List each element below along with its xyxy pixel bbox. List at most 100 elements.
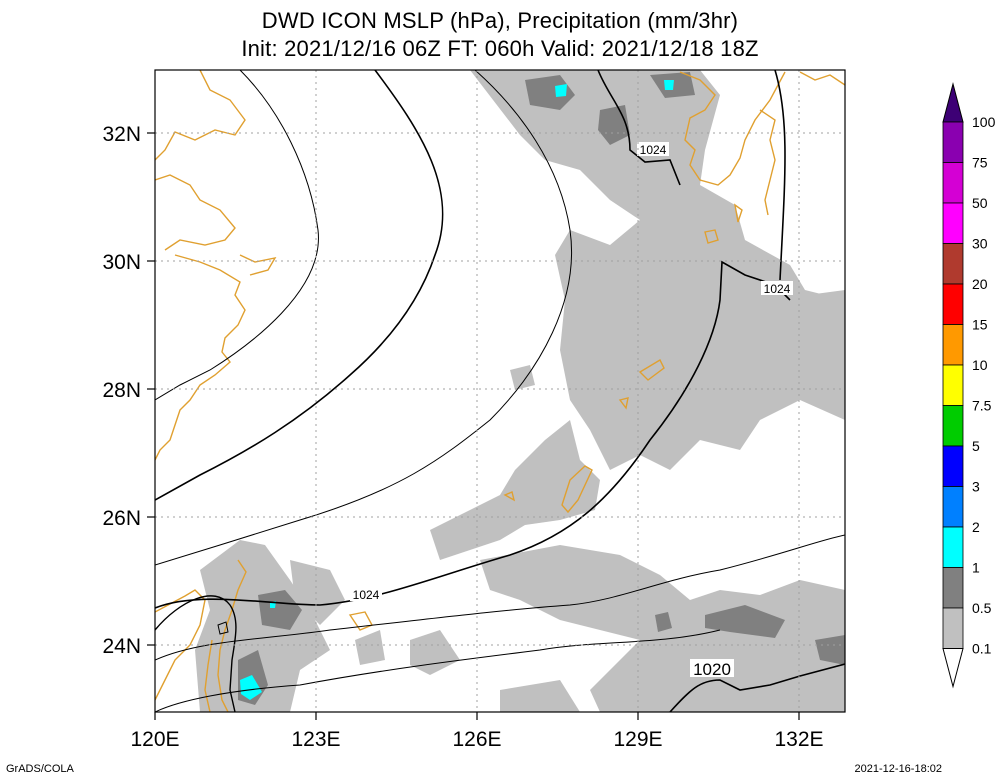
colorbar-segment	[942, 243, 964, 285]
contour-label-1024-north: 1024	[640, 143, 667, 157]
colorbar-segment	[942, 202, 964, 244]
precip-area-scatter2	[600, 320, 635, 350]
precip-area-sw	[195, 540, 330, 712]
precip-area-east	[770, 290, 845, 370]
isobar-1024-a	[155, 70, 444, 501]
precipitation-layer	[195, 70, 845, 712]
longitude-labels: 120E 123E 126E 129E 132E	[130, 728, 823, 751]
lon-label-126e: 126E	[452, 728, 501, 751]
colorbar-label: 75	[972, 155, 988, 171]
colorbar-segment	[942, 283, 964, 325]
coastline-kyushu-2	[759, 109, 776, 216]
precip-area-north2	[690, 200, 775, 300]
latitude-labels: 32N 30N 28N 26N 24N	[102, 123, 141, 658]
lon-label-123e: 123E	[291, 728, 340, 751]
lat-label-26n: 26N	[102, 507, 141, 530]
colorbar-label: 7.5	[972, 398, 992, 414]
precip-area-mid	[430, 420, 600, 560]
colorbar: 100 75 50 30 20 15 10 7.5 5 3 2 1 0.5 0.1	[942, 82, 996, 689]
contour-label-1024-south: 1024	[353, 588, 380, 602]
isobar-thin-1	[155, 70, 319, 401]
map-title: DWD ICON MSLP (hPa), Precipitation (mm/3…	[261, 8, 739, 33]
colorbar-label: 5	[972, 438, 980, 454]
precip-area-south-west2	[290, 560, 345, 625]
colorbar-bottom-triangle	[942, 648, 964, 689]
isobar-taiwan-small	[217, 621, 229, 635]
lat-label-30n: 30N	[102, 251, 141, 274]
colorbar-segment	[942, 607, 964, 649]
precip-area-scatter3	[660, 320, 700, 355]
colorbar-label: 3	[972, 479, 980, 495]
lon-label-120e: 120E	[130, 728, 179, 751]
isobar-1024-d	[774, 70, 786, 281]
coastline-shikoku	[799, 71, 845, 86]
lat-label-28n: 28N	[102, 379, 141, 402]
colorbar-segment	[942, 121, 964, 163]
map-subtitle: Init: 2021/12/16 06Z FT: 060h Valid: 202…	[241, 36, 759, 61]
coastline-china-south	[155, 589, 206, 701]
contour-label-1020: 1020	[693, 660, 731, 679]
coastline-taiwan	[204, 559, 247, 712]
precip-cyan-north	[555, 84, 567, 97]
lat-label-32n: 32N	[102, 123, 141, 146]
coastline-kyushu	[679, 71, 786, 186]
isobar-thin-2	[155, 70, 572, 566]
precip-area-scatter4	[355, 630, 385, 665]
isobar-1020	[669, 663, 845, 712]
coastline-ryukyu-2	[638, 359, 665, 381]
precip-dark-se	[705, 605, 785, 638]
contour-labels: 1024 1024 1024 1020	[350, 142, 793, 679]
precip-area-north	[470, 70, 845, 470]
colorbar-segment	[942, 526, 964, 568]
footer-credit: GrADS/COLA	[6, 763, 74, 775]
precip-dark-north	[525, 75, 575, 110]
colorbar-label: 0.5	[972, 600, 992, 616]
isobar-thin-3	[155, 534, 845, 661]
isobar-1024-b	[155, 260, 791, 609]
footer-timestamp: 2021-12-16-18:02	[854, 763, 942, 775]
precip-dark-se2	[815, 635, 845, 665]
precip-dark-se3	[655, 612, 672, 632]
colorbar-label: 100	[972, 114, 996, 130]
coastline-ryukyu-3	[618, 397, 629, 410]
precip-cyan-sw	[240, 675, 262, 700]
coastline-layer	[155, 70, 845, 712]
precip-dark-sw	[258, 590, 302, 630]
plot-frame	[154, 69, 846, 713]
colorbar-segment	[942, 567, 964, 609]
coastline-ryukyu-4	[704, 229, 719, 244]
grid-lines	[155, 70, 845, 712]
coastline-ryukyu-5	[734, 203, 743, 223]
lon-label-129e: 129E	[613, 728, 662, 751]
precip-area-scatter1	[510, 365, 535, 390]
isobar-layer	[155, 70, 845, 712]
precip-area-south2	[500, 680, 580, 712]
colorbar-label: 20	[972, 276, 988, 292]
colorbar-label: 10	[972, 357, 988, 373]
colorbar-label: 15	[972, 317, 988, 333]
colorbar-top-triangle	[942, 82, 964, 123]
lon-label-132e: 132E	[774, 728, 823, 751]
isobar-taiwan	[155, 595, 237, 712]
colorbar-label: 50	[972, 195, 988, 211]
colorbar-label: 2	[972, 519, 980, 535]
coastline-ryukyu-1	[561, 465, 593, 514]
precip-cyan-north2	[664, 80, 674, 90]
colorbar-label: 0.1	[972, 641, 992, 657]
colorbar-segment	[942, 324, 964, 366]
contour-label-1024-east: 1024	[764, 282, 791, 296]
lat-label-24n: 24N	[102, 635, 141, 658]
colorbar-segment	[942, 162, 964, 204]
coastline-ryukyu-7	[503, 491, 516, 502]
colorbar-segment	[942, 445, 964, 487]
isobar-thin-4	[155, 629, 721, 712]
colorbar-label: 1	[972, 560, 980, 576]
precip-area-south3	[410, 630, 460, 675]
colorbar-segment	[942, 364, 964, 406]
colorbar-segment	[942, 405, 964, 447]
axis-ticks	[147, 132, 800, 720]
colorbar-label: 30	[972, 236, 988, 252]
colorbar-segment	[942, 486, 964, 528]
coastline-china	[155, 70, 277, 461]
